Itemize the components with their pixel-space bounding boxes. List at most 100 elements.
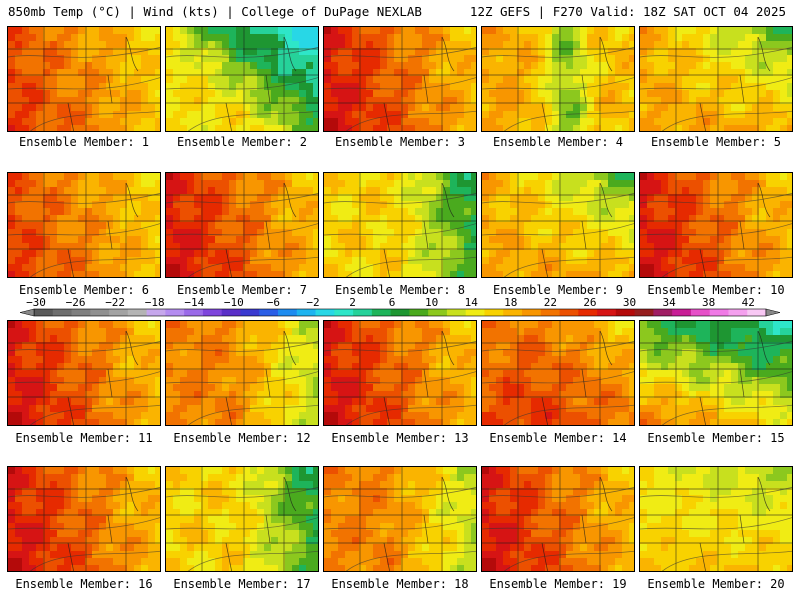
ensemble-map-panel	[7, 172, 161, 278]
colorbar-segment	[672, 309, 692, 316]
ensemble-member-label: Ensemble Member: 14	[489, 431, 627, 445]
colorbar-tick-label: 34	[662, 296, 676, 309]
colorbar-tick-label: 18	[504, 296, 517, 309]
colorbar-segment	[540, 309, 560, 316]
colorbar-tick-label: 38	[702, 296, 715, 309]
ensemble-member-label: Ensemble Member: 19	[489, 577, 627, 591]
colorbar-tick-label: 10	[425, 296, 438, 309]
colorbar-segment	[390, 309, 410, 316]
ensemble-map-panel	[481, 26, 635, 132]
ensemble-map-panel	[639, 172, 793, 278]
temperature-field-map	[482, 467, 634, 571]
colorbar-segment	[747, 309, 767, 316]
colorbar-tick-label: 42	[742, 296, 755, 309]
temperature-field-map	[8, 321, 160, 425]
ensemble-map-panel	[7, 26, 161, 132]
ensemble-member-label: Ensemble Member: 12	[173, 431, 311, 445]
colorbar-segment	[259, 309, 279, 316]
temperature-field-map	[324, 173, 476, 277]
temperature-field-map	[324, 321, 476, 425]
colorbar-tick-label: −18	[145, 296, 165, 309]
ensemble-member-label: Ensemble Member: 20	[647, 577, 785, 591]
ensemble-member-label: Ensemble Member: 3	[334, 135, 466, 149]
temperature-field-map	[8, 467, 160, 571]
colorbar-segment	[634, 309, 654, 316]
ensemble-map-panel	[639, 466, 793, 572]
colorbar-segment	[371, 309, 392, 316]
colorbar-segment	[690, 309, 711, 316]
temperature-field-map	[324, 467, 476, 571]
colorbar-segment	[409, 309, 429, 316]
colorbar-segment	[522, 309, 542, 316]
colorbar-segment	[353, 309, 373, 316]
ensemble-map-panel	[481, 466, 635, 572]
ensemble-member-label: Ensemble Member: 6	[18, 283, 150, 297]
ensemble-map-panel	[323, 466, 477, 572]
ensemble-map-panel	[323, 172, 477, 278]
colorbar-tick-label: 14	[465, 296, 479, 309]
colorbar-segment	[578, 309, 598, 316]
ensemble-member-label: Ensemble Member: 2	[176, 135, 308, 149]
colorbar-segment	[615, 309, 636, 316]
ensemble-map-panel	[7, 466, 161, 572]
colorbar-segment	[597, 309, 617, 316]
ensemble-map-panel	[165, 466, 319, 572]
ensemble-map-panel	[323, 26, 477, 132]
temperature-field-map	[640, 467, 792, 571]
colorbar-tick-label: 30	[623, 296, 636, 309]
temperature-field-map	[8, 27, 160, 131]
colorbar-arrow	[19, 308, 35, 317]
colorbar-segment	[465, 309, 485, 316]
temperature-field-map	[166, 467, 318, 571]
ensemble-map-panel	[481, 172, 635, 278]
colorbar-segment	[484, 309, 504, 316]
colorbar-segment	[52, 309, 72, 316]
colorbar-tick-label: −14	[184, 296, 204, 309]
ensemble-member-label: Ensemble Member: 10	[647, 283, 785, 297]
colorbar-segment	[428, 309, 448, 316]
colorbar-segment	[503, 309, 523, 316]
colorbar-tick-label: −6	[267, 296, 280, 309]
colorbar-segment	[34, 309, 54, 316]
ensemble-member-label: Ensemble Member: 7	[176, 283, 308, 297]
ensemble-member-label: Ensemble Member: 11	[15, 431, 153, 445]
ensemble-map-panel	[165, 320, 319, 426]
colorbar-segment	[127, 309, 148, 316]
ensemble-member-label: Ensemble Member: 13	[331, 431, 469, 445]
ensemble-map-panel	[639, 320, 793, 426]
ensemble-member-label: Ensemble Member: 5	[650, 135, 782, 149]
colorbar-segment	[728, 309, 748, 316]
ensemble-map-panel	[165, 172, 319, 278]
ensemble-member-label: Ensemble Member: 1	[18, 135, 150, 149]
temperature-field-map	[640, 321, 792, 425]
ensemble-member-label: Ensemble Member: 4	[492, 135, 624, 149]
colorbar-tick-label: 6	[389, 296, 396, 309]
temperature-colorbar: −30 −26 −22 −18 −14 −10 −6 −2 2 6 10 14 18 22 26 30 34 38…	[19, 296, 781, 317]
ensemble-member-label: Ensemble Member: 17	[173, 577, 311, 591]
ensemble-member-label: Ensemble Member: 15	[647, 431, 785, 445]
ensemble-map-panel	[323, 320, 477, 426]
temperature-field-map	[640, 173, 792, 277]
colorbar-segment	[146, 309, 166, 316]
colorbar-segment	[165, 309, 185, 316]
colorbar-segment	[90, 309, 110, 316]
ensemble-map-panel	[481, 320, 635, 426]
colorbar-segment	[184, 309, 204, 316]
colorbar-arrow	[765, 308, 781, 317]
colorbar-segment	[653, 309, 673, 316]
colorbar-segment	[559, 309, 579, 316]
colorbar-tick-label: −22	[105, 296, 125, 309]
colorbar-segment	[446, 309, 467, 316]
temperature-field-map	[8, 173, 160, 277]
ensemble-member-label: Ensemble Member: 8	[334, 283, 466, 297]
ensemble-member-label: Ensemble Member: 16	[15, 577, 153, 591]
colorbar-segment	[240, 309, 260, 316]
colorbar-segment	[109, 309, 129, 316]
colorbar-tick-label: −2	[306, 296, 319, 309]
temperature-field-map	[482, 27, 634, 131]
colorbar-segment	[334, 309, 354, 316]
colorbar-segment	[71, 309, 91, 316]
colorbar-tick-label: 22	[544, 296, 557, 309]
temperature-field-map	[166, 321, 318, 425]
temperature-field-map	[482, 173, 634, 277]
